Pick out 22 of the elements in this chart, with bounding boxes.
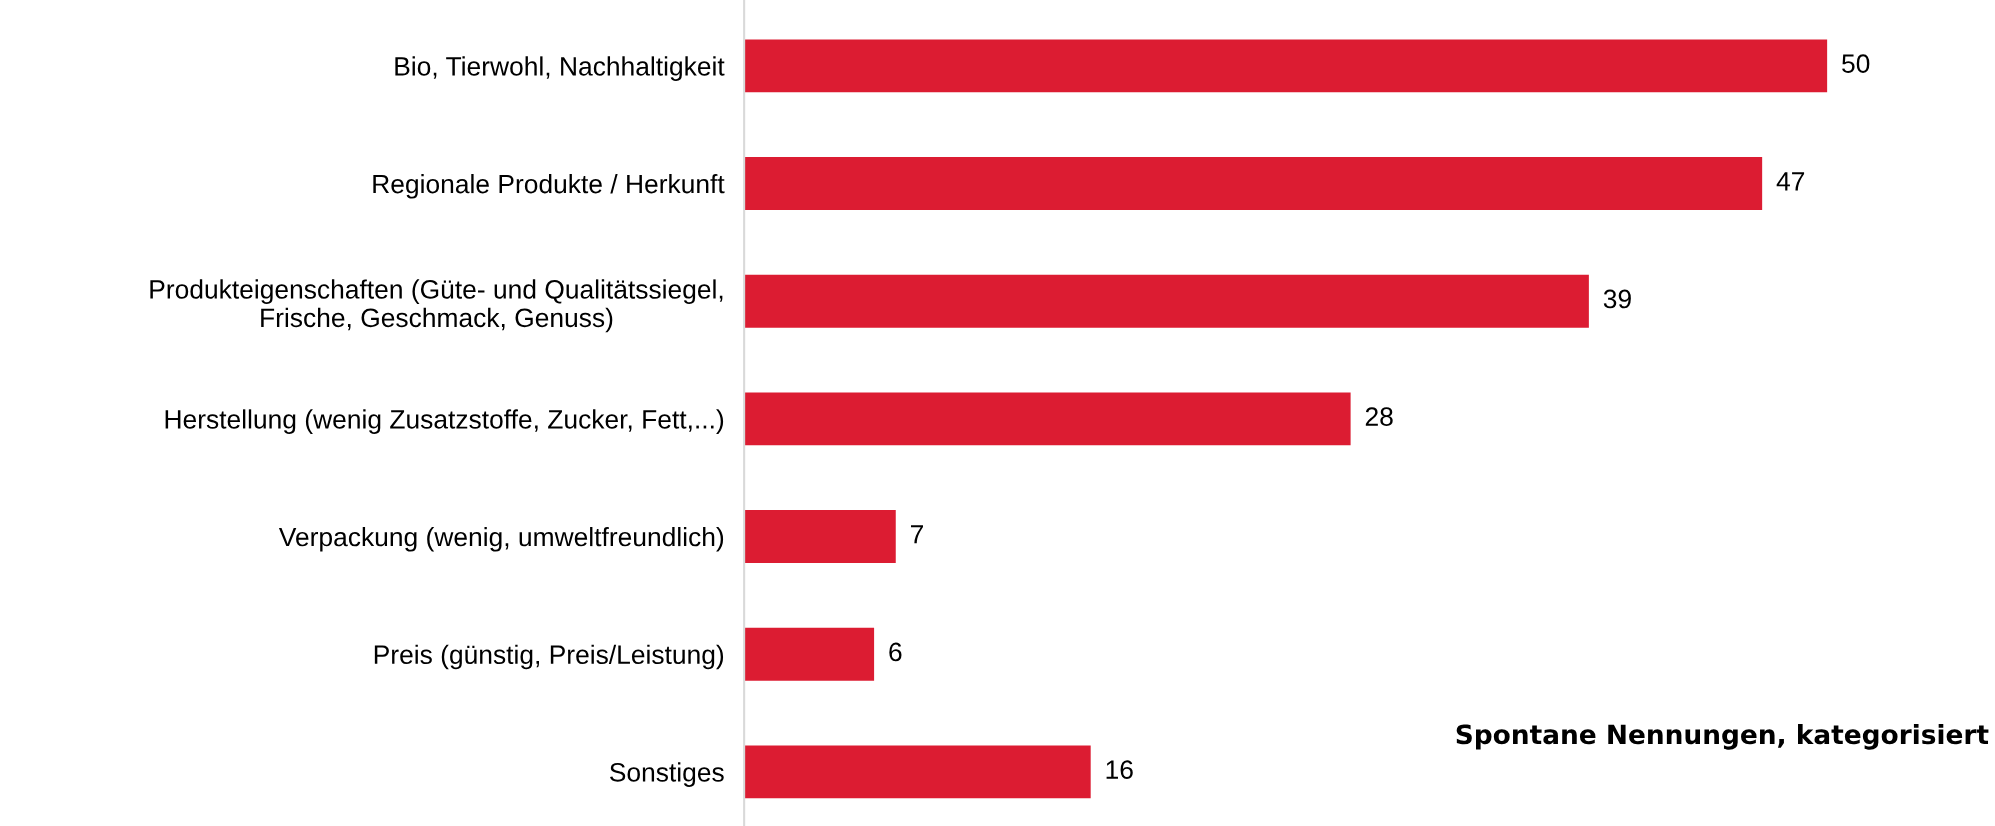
data-label: 6 [889,642,902,662]
y-tick-label: Bio, Tierwohl, Nachhaltigkeit [395,56,725,81]
data-label: 39 [1603,289,1631,309]
y-tick-label: Sonstiges [610,762,724,787]
bar [744,627,875,681]
data-label: 7 [911,525,923,544]
bar [744,510,896,564]
bar [744,274,1589,328]
bar [744,392,1351,446]
y-tick-label: Regionale Produkte / Herkunft [373,173,725,199]
bar [744,39,1828,93]
annotation: Spontane Nennungen, kategorisiert [1456,723,1989,750]
y-tick-label: Preis (günstig, Preis/Leistung) [374,644,724,670]
y-tick-label: Herstellung (wenig Zusatzstoffe, Zucker, Fett,...) [165,409,724,434]
data-label: 47 [1776,172,1805,191]
data-label: 50 [1842,54,1870,73]
bar [744,157,1763,211]
bar [744,745,1091,799]
y-tick-label: Verpackung (wenig, umweltfreundlich) [278,526,724,552]
data-label: 28 [1365,407,1393,426]
data-label: 16 [1106,760,1133,779]
y-tick-label: Produkteigenschaften (Güte- und Qualitätssiegel, Frische, Geschmack, Genuss) [150,279,723,333]
